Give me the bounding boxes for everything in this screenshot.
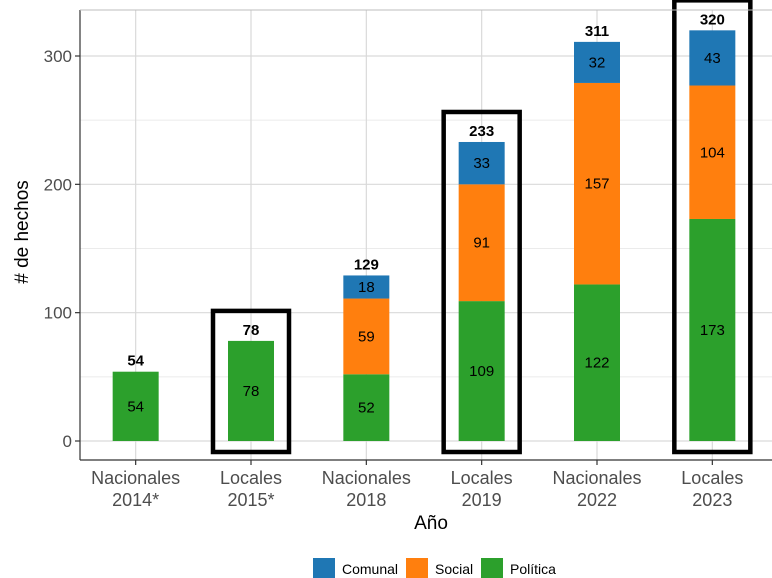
y-tick-label: 200 (44, 175, 72, 194)
segment-value-label: 18 (358, 279, 375, 296)
x-tick-label-line2: 2022 (577, 490, 617, 510)
bar-segment (228, 340, 274, 441)
x-tick-label-line2: 2019 (462, 490, 502, 510)
total-value-label: 78 (243, 322, 260, 339)
segment-value-label: 59 (358, 328, 375, 345)
bar-segment (458, 141, 505, 185)
y-tick-label: 100 (44, 304, 72, 323)
highlight-frame (441, 109, 522, 455)
highlight-frames (210, 0, 753, 455)
y-axis-title: # de hechos (12, 180, 33, 284)
segment-value-label: 54 (127, 398, 144, 415)
bar-segment (574, 284, 620, 441)
legend-entry-label: Comunal (342, 561, 398, 577)
bar-segment (343, 298, 390, 375)
data-labels: 54 54 78 78 52 59 18 129 109 91 33 233 122 157 32 311 17… (127, 11, 725, 416)
segment-value-label: 43 (704, 50, 721, 67)
bar-segment (458, 184, 505, 302)
segment-value-label: 173 (700, 322, 725, 339)
x-tick-label-line2: 2014* (112, 490, 159, 510)
total-value-label: 54 (127, 353, 144, 370)
bar-segment (689, 85, 736, 219)
x-tick-label-line1: Nacionales (91, 468, 180, 488)
bar-segment (574, 41, 620, 83)
segment-value-label: 122 (584, 355, 609, 372)
x-tick-label-line1: Locales (451, 468, 513, 488)
legend-key (406, 558, 428, 578)
legend-entry-label: Social (435, 561, 473, 577)
y-tick-label: 300 (44, 47, 72, 66)
bar-segment (574, 82, 620, 285)
plot-panel (80, 10, 772, 460)
bars (112, 30, 736, 441)
segment-value-label: 109 (469, 363, 494, 380)
total-value-label: 311 (585, 23, 609, 40)
x-tick-label-line1: Locales (220, 468, 282, 488)
segment-value-label: 52 (358, 400, 375, 417)
bar-segment (689, 218, 736, 441)
x-tick-label-line2: 2018 (346, 490, 386, 510)
segment-value-label: 32 (589, 54, 606, 71)
legend: Comunal Social Política (313, 558, 556, 578)
gridlines (80, 10, 772, 460)
total-value-label: 320 (700, 11, 725, 28)
x-tick-label-line2: 2023 (692, 490, 732, 510)
highlight-frame (210, 308, 292, 455)
total-value-label: 129 (354, 256, 379, 273)
segment-value-label: 78 (243, 383, 260, 400)
x-tick-label-line1: Nacionales (322, 468, 411, 488)
y-tick-label: 0 (63, 432, 72, 451)
segment-value-label: 33 (473, 155, 490, 172)
x-tick-label-line1: Nacionales (552, 468, 641, 488)
segment-value-label: 157 (584, 176, 609, 193)
segment-value-label: 104 (700, 144, 725, 161)
segment-value-label: 91 (473, 235, 490, 252)
x-tick-label-line2: 2015* (227, 490, 274, 510)
bar-segment (343, 275, 390, 299)
bar-segment (112, 371, 159, 441)
axes: 0100200300Nacionales2014*Locales2015*Nac… (44, 9, 772, 510)
total-value-label: 233 (469, 123, 494, 140)
bar-segment (343, 374, 390, 441)
bar-segment (689, 30, 736, 86)
bar-segment (458, 301, 505, 441)
x-tick-label-line1: Locales (681, 468, 743, 488)
legend-key (313, 558, 335, 578)
legend-key (481, 558, 503, 578)
legend-entry-label: Política (510, 561, 556, 577)
x-axis-title: Año (414, 513, 448, 534)
highlight-frame (672, 0, 753, 455)
